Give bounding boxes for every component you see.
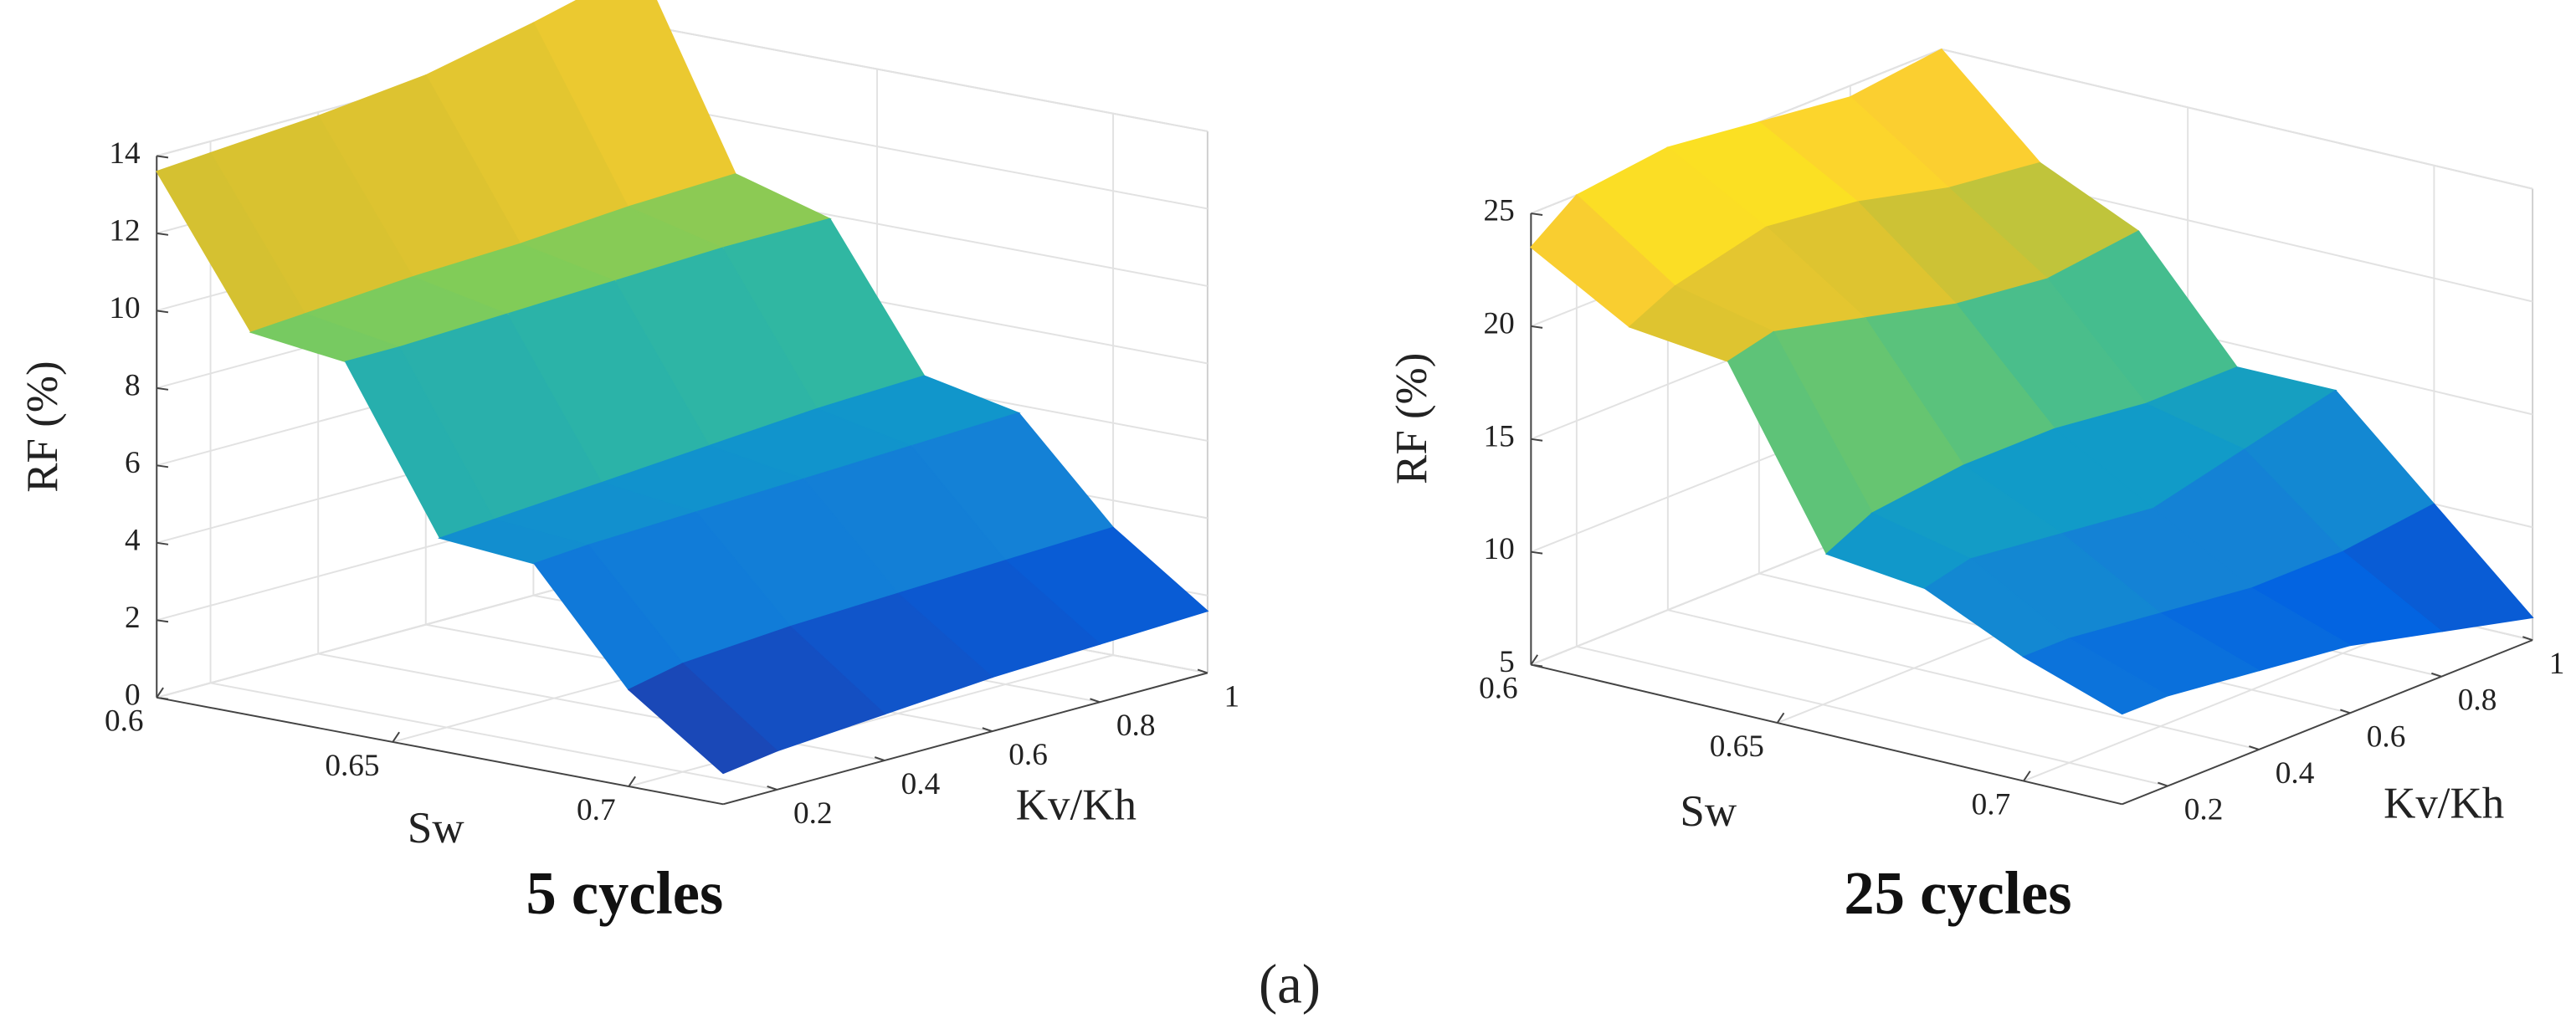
tick-mark xyxy=(1531,550,1543,555)
y-tick-label: 0.6 xyxy=(1008,738,1048,772)
x-tick-label: 0.6 xyxy=(1479,672,1518,706)
grid-line xyxy=(640,23,1208,132)
z-tick-label: 8 xyxy=(125,368,141,402)
y-tick-label: 0.8 xyxy=(2458,683,2497,718)
z-tick-label: 10 xyxy=(109,291,140,325)
tick-mark xyxy=(767,786,777,791)
x-tick-label: 0.7 xyxy=(1972,787,2011,822)
z-tick-label: 2 xyxy=(125,601,141,635)
z-tick-label: 25 xyxy=(1483,194,1514,228)
z-axis-label: RF (%) xyxy=(1388,353,1436,484)
tick-mark xyxy=(874,756,885,761)
z-tick-label: 20 xyxy=(1483,306,1514,340)
chart-title: 25 cycles xyxy=(1844,859,2071,927)
y-axis-label: Kv/Kh xyxy=(1016,781,1137,829)
tick-mark xyxy=(2158,781,2168,787)
tick-mark xyxy=(1531,325,1543,329)
tick-mark xyxy=(157,464,169,468)
tick-mark xyxy=(2340,709,2351,714)
axis-line xyxy=(2122,639,2533,806)
axis-line xyxy=(1531,663,2122,806)
tick-mark xyxy=(156,687,164,699)
tick-mark xyxy=(2522,636,2533,642)
y-tick-label: 0.8 xyxy=(1116,709,1156,743)
tick-mark xyxy=(628,776,636,787)
tick-mark xyxy=(157,541,169,545)
tick-mark xyxy=(157,386,169,391)
z-tick-label: 0 xyxy=(125,678,141,712)
tick-mark xyxy=(1531,438,1543,442)
tick-mark xyxy=(2431,672,2442,678)
y-tick-label: 0.4 xyxy=(901,767,941,801)
tick-mark xyxy=(1197,668,1208,674)
x-tick-label: 0.7 xyxy=(577,793,616,827)
axis-line xyxy=(157,696,724,806)
x-tick-label: 0.65 xyxy=(1710,729,1764,764)
grid-line xyxy=(1941,48,2533,190)
z-axis-label: RF (%) xyxy=(18,361,67,492)
y-tick-label: 0.2 xyxy=(2184,792,2224,827)
tick-mark xyxy=(157,619,169,623)
y-tick-label: 0.2 xyxy=(793,796,833,831)
surface-plot: 5 10 15 20 25 0.6 0.65 0.7 0.2 0.4 0.6 0.8 1 Sw Kv/Kh R… xyxy=(1388,48,2565,927)
z-tick-label: 10 xyxy=(1483,532,1514,566)
z-tick-label: 5 xyxy=(1499,645,1515,679)
z-tick-label: 15 xyxy=(1483,419,1514,453)
surface-patch xyxy=(2022,637,2169,715)
grid-line xyxy=(1576,645,2168,787)
tick-mark xyxy=(1531,212,1543,216)
chart-title: 5 cycles xyxy=(526,859,723,927)
y-tick-label: 1 xyxy=(1224,679,1239,714)
y-axis-label: Kv/Kh xyxy=(2384,779,2504,827)
tick-mark xyxy=(2249,745,2260,750)
tick-mark xyxy=(982,727,993,733)
x-tick-label: 0.65 xyxy=(325,749,379,783)
tick-mark xyxy=(157,232,169,236)
z-tick-label: 6 xyxy=(125,446,141,480)
tick-mark xyxy=(157,310,169,314)
tick-mark xyxy=(157,155,169,159)
z-tick-label: 14 xyxy=(109,136,141,171)
z-tick-label: 12 xyxy=(109,213,140,248)
tick-mark xyxy=(2023,770,2031,782)
grid-line xyxy=(1667,609,2260,750)
y-tick-label: 0.6 xyxy=(2367,719,2406,754)
grid-line xyxy=(210,682,777,791)
y-tick-label: 1 xyxy=(2549,647,2565,681)
axis-line xyxy=(722,672,1208,806)
tick-mark xyxy=(392,731,400,743)
x-axis-label: Sw xyxy=(408,804,464,852)
surface-plot: 0 2 4 6 8 10 12 14 0.6 0.65 0.7 0.2 0.4 0.6 0.8 1 Sw Kv/K… xyxy=(18,0,1239,927)
x-axis-label: Sw xyxy=(1680,787,1737,836)
tick-mark xyxy=(1090,698,1101,704)
tick-mark xyxy=(1530,654,1539,666)
surface-patch xyxy=(627,663,778,775)
y-tick-label: 0.4 xyxy=(2276,756,2315,791)
x-tick-label: 0.6 xyxy=(105,704,144,739)
z-tick-label: 4 xyxy=(125,523,141,557)
tick-mark xyxy=(1776,712,1785,724)
grid-line xyxy=(2023,616,2435,782)
caption: (a) xyxy=(1259,954,1321,1015)
grid-line xyxy=(629,654,1114,788)
